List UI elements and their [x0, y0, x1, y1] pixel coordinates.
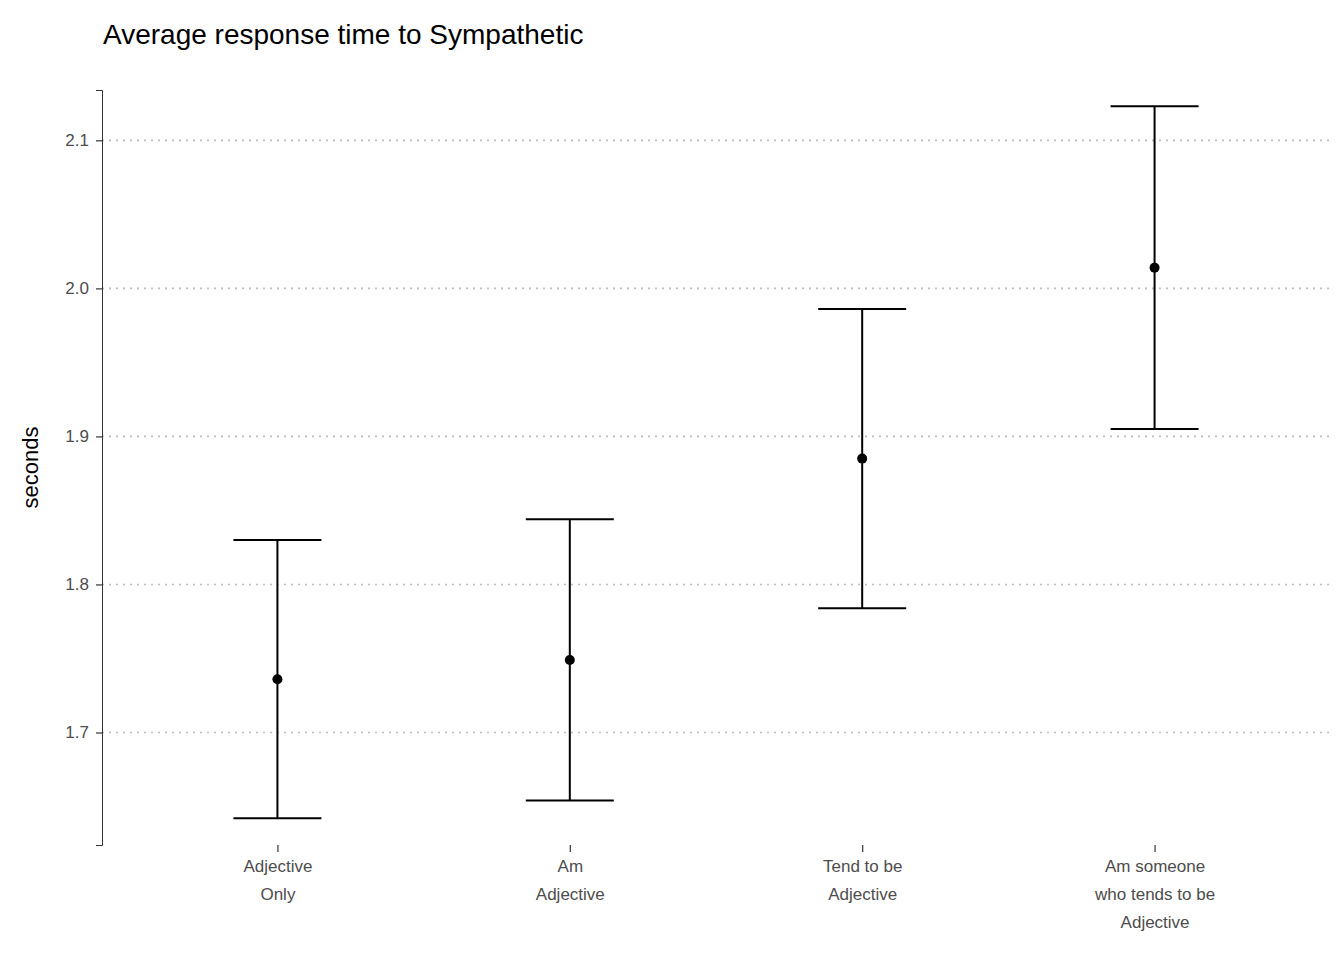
- x-tick-label-line: Adjective: [828, 885, 897, 904]
- y-tick-label: 1.7: [65, 723, 89, 742]
- grid-line: [102, 732, 1330, 734]
- point: [272, 674, 282, 684]
- error-bar: [818, 309, 906, 608]
- x-axis: Adjective Only Am Adjective Tend to be Adject…: [243, 845, 1215, 932]
- x-tick-label-line: Adjective: [243, 857, 312, 876]
- y-tick-mark: [96, 436, 102, 437]
- y-tick: 1.8: [65, 575, 102, 594]
- y-tick-mark: [96, 288, 102, 289]
- point: [857, 454, 867, 464]
- grid-line: [102, 436, 1330, 438]
- y-tick: 2.0: [65, 279, 102, 298]
- y-tick: 1.9: [65, 427, 102, 446]
- error-bar-cap-lower: [1111, 428, 1199, 430]
- x-tick-label-line: Am: [558, 857, 584, 876]
- grid-line: [102, 140, 1330, 142]
- plot: 1.71.81.92.02.1AdjectiveOnlyAmAdjectiveT…: [65, 91, 1330, 933]
- error-bar-cap-upper: [818, 308, 906, 310]
- error-bar: [233, 540, 321, 818]
- error-bar: [526, 519, 614, 800]
- x-tick-label: Am Adjective: [536, 857, 605, 904]
- x-tick-mark: [1154, 845, 1155, 852]
- y-tick: 2.1: [65, 131, 102, 150]
- x-tick-label-line: who tends to be: [1094, 885, 1215, 904]
- y-tick-mark: [96, 584, 102, 585]
- grid: [102, 140, 1330, 732]
- grid-line: [102, 288, 1330, 290]
- chart: 1.71.81.92.02.1AdjectiveOnlyAmAdjectiveT…: [0, 0, 1344, 960]
- error-bar-cap-upper: [526, 518, 614, 520]
- y-tick: 1.7: [65, 723, 102, 742]
- y-tick-mark: [96, 732, 102, 733]
- y-tick-mark: [96, 140, 102, 141]
- y-axis-title: seconds: [18, 427, 43, 509]
- error-bar: [1111, 106, 1199, 429]
- x-tick-label: Am someone who tends to be Adjective: [1094, 857, 1215, 932]
- error-bar-cap-upper: [1111, 105, 1199, 107]
- x-tick: Am Adjective: [536, 845, 605, 904]
- x-tick-label-line: Only: [260, 885, 295, 904]
- x-tick: Am someone who tends to be Adjective: [1094, 845, 1215, 932]
- x-tick: Adjective Only: [243, 845, 312, 904]
- x-tick-mark: [862, 845, 863, 852]
- grid-line: [102, 584, 1330, 586]
- title: Average response time to Sympathetic: [103, 19, 583, 50]
- error-bar-cap-lower: [233, 817, 321, 819]
- y-axis: 1.7 1.8 1.9 2.0 2.1: [65, 91, 102, 846]
- error-bar-cap-lower: [818, 607, 906, 609]
- point: [1150, 263, 1160, 273]
- x-tick-label: Tend to be Adjective: [823, 857, 902, 904]
- x-tick-mark: [570, 845, 571, 852]
- x-tick-mark: [277, 845, 278, 852]
- x-tick-label: Adjective Only: [243, 857, 312, 904]
- error-bar-cap-lower: [526, 800, 614, 802]
- x-tick-label-line: Adjective: [1121, 913, 1190, 932]
- y-axis-line: [96, 91, 103, 846]
- x-tick-label-line: Adjective: [536, 885, 605, 904]
- x-tick-label-line: Tend to be: [823, 857, 902, 876]
- marks: [233, 106, 1198, 818]
- y-tick-label: 1.8: [65, 575, 89, 594]
- error-bar-cap-upper: [233, 539, 321, 541]
- y-tick-label: 1.9: [65, 427, 89, 446]
- y-tick-label: 2.1: [65, 131, 89, 150]
- x-tick-label-line: Am someone: [1105, 857, 1205, 876]
- x-tick: Tend to be Adjective: [823, 845, 902, 904]
- y-tick-label: 2.0: [65, 279, 89, 298]
- point: [565, 655, 575, 665]
